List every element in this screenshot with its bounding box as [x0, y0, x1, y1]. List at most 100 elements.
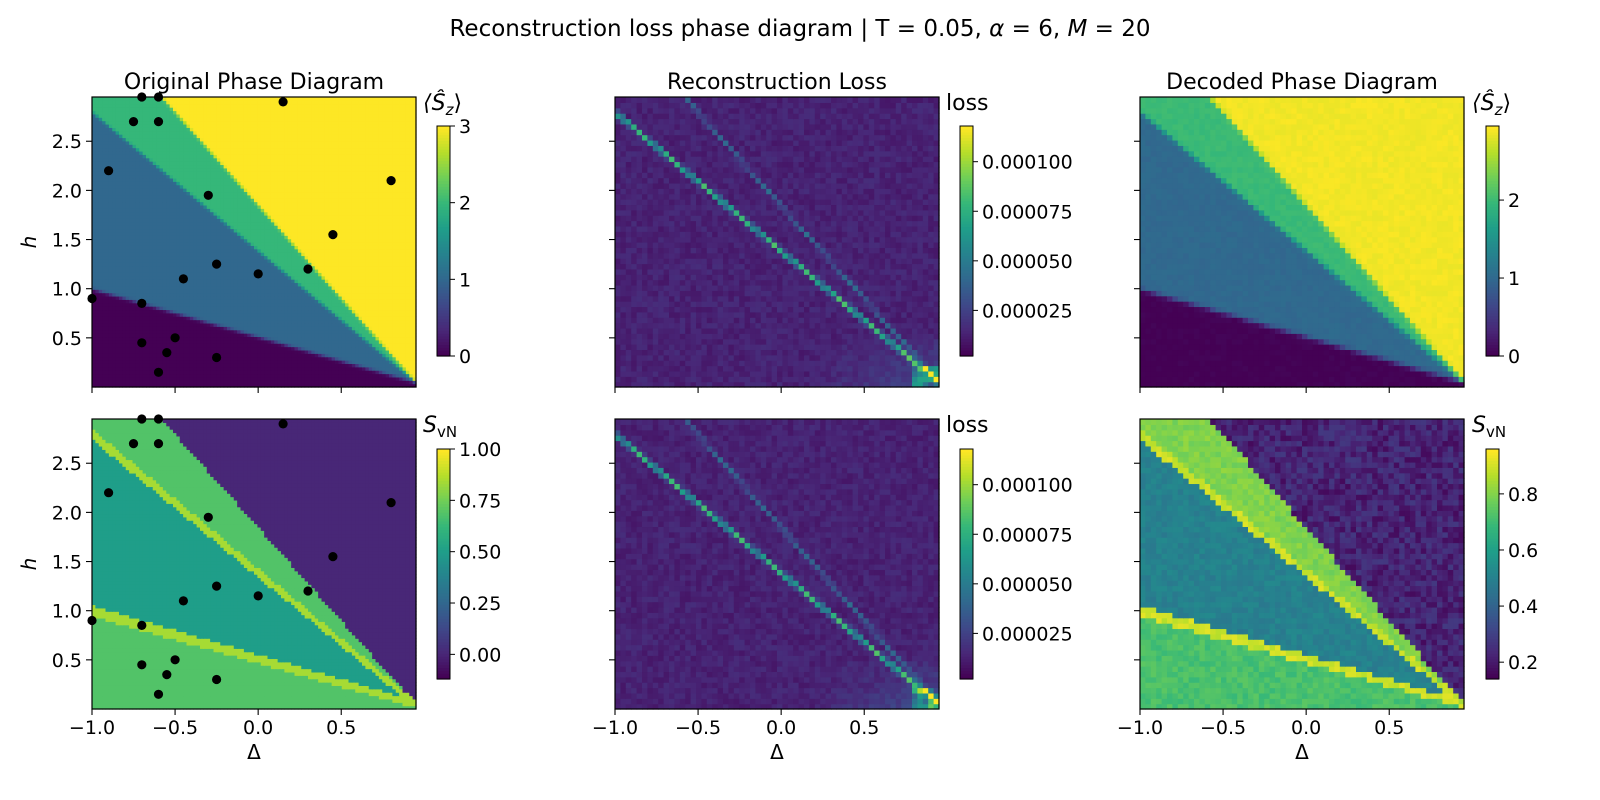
- heatmap-cell: [125, 326, 130, 331]
- heatmap-cell: [210, 360, 215, 364]
- heatmap-cell: [213, 370, 218, 375]
- heatmap-cell: [277, 353, 282, 358]
- heatmap-cell: [156, 329, 161, 334]
- heatmap-cell: [382, 360, 387, 364]
- heatmap-cell: [287, 333, 292, 338]
- heatmap-cell: [176, 306, 181, 311]
- heatmap-cell: [264, 339, 269, 344]
- heatmap-cell: [328, 366, 333, 371]
- heatmap-cell: [179, 295, 184, 300]
- heatmap-cell: [135, 336, 140, 341]
- heatmap-cell: [220, 295, 225, 300]
- heatmap-cell: [92, 356, 96, 361]
- heatmap-cell: [230, 319, 235, 324]
- heatmap-cell: [176, 353, 181, 358]
- heatmap-cell: [351, 380, 356, 385]
- heatmap-cell: [156, 326, 161, 331]
- heatmap-cell: [210, 363, 215, 368]
- heatmap-cell: [395, 383, 400, 388]
- heatmap-cell: [385, 306, 390, 311]
- heatmap-cell: [166, 356, 171, 361]
- heatmap-cell: [399, 306, 404, 311]
- heatmap-cell: [200, 383, 204, 388]
- heatmap-cell: [267, 383, 272, 388]
- heatmap-cell: [186, 329, 191, 334]
- heatmap-cell: [365, 333, 370, 338]
- heatmap-cell: [183, 376, 188, 381]
- heatmap-cell: [281, 299, 285, 304]
- heatmap-cell: [105, 360, 110, 364]
- heatmap-cell: [260, 333, 265, 338]
- heatmap-cell: [213, 343, 218, 348]
- heatmap-cell: [335, 292, 339, 297]
- heatmap-cell: [314, 336, 319, 341]
- heatmap-cell: [351, 349, 356, 354]
- heatmap-cell: [216, 309, 221, 314]
- heatmap-cell: [125, 356, 130, 361]
- heatmap-cell: [173, 309, 177, 314]
- heatmap-cell: [233, 346, 238, 351]
- heatmap-cell: [243, 319, 248, 324]
- heatmap-cell: [402, 302, 407, 307]
- heatmap-cell: [159, 380, 164, 385]
- heatmap-cell: [102, 292, 107, 297]
- heatmap-cell: [277, 349, 282, 354]
- heatmap-cell: [301, 370, 306, 375]
- heatmap-cell: [156, 336, 161, 341]
- heatmap-cell: [216, 333, 221, 338]
- heatmap-cell: [243, 326, 248, 331]
- heatmap-cell: [152, 339, 157, 344]
- heatmap-cell: [402, 316, 407, 321]
- heatmap-cell: [146, 376, 150, 381]
- heatmap-cell: [176, 319, 181, 324]
- heatmap-cell: [395, 295, 400, 300]
- heatmap-cell: [227, 295, 231, 300]
- heatmap-cell: [277, 370, 282, 375]
- heatmap-cell: [324, 339, 329, 344]
- heatmap-cell: [277, 366, 282, 371]
- heatmap-cell: [183, 383, 188, 388]
- heatmap-cell: [284, 366, 289, 371]
- heatmap-cell: [220, 316, 225, 321]
- heatmap-cell: [297, 292, 302, 297]
- heatmap-cell: [331, 360, 336, 364]
- heatmap-cell: [318, 380, 323, 385]
- heatmap-cell: [233, 336, 238, 341]
- heatmap-cell: [132, 360, 137, 364]
- heatmap-cell: [227, 346, 231, 351]
- heatmap-cell: [162, 312, 167, 317]
- heatmap-cell: [152, 383, 157, 388]
- heatmap-cell: [308, 306, 312, 311]
- heatmap-cell: [146, 383, 150, 388]
- heatmap-cell: [257, 312, 262, 317]
- heatmap-cell: [311, 343, 316, 348]
- heatmap-cell: [270, 299, 275, 304]
- heatmap-cell: [173, 319, 177, 324]
- heatmap-cell: [227, 360, 231, 364]
- heatmap-cell: [324, 353, 329, 358]
- heatmap-cell: [362, 333, 366, 338]
- heatmap-cell: [193, 336, 198, 341]
- heatmap-cell: [314, 322, 319, 327]
- heatmap-cell: [129, 376, 134, 381]
- heatmap-cell: [281, 343, 285, 348]
- heatmap-cell: [119, 319, 123, 324]
- heatmap-cell: [240, 360, 245, 364]
- heatmap-cell: [220, 299, 225, 304]
- heatmap-cell: [378, 329, 383, 334]
- heatmap-cell: [173, 366, 177, 371]
- heatmap-cell: [331, 322, 336, 327]
- heatmap-cell: [341, 339, 346, 344]
- heatmap-cell: [230, 356, 235, 361]
- heatmap-cell: [277, 343, 282, 348]
- heatmap-cell: [341, 316, 346, 321]
- heatmap-cell: [95, 366, 100, 371]
- heatmap-cell: [372, 306, 377, 311]
- heatmap-cell: [328, 363, 333, 368]
- heatmap-cell: [281, 319, 285, 324]
- heatmap-cell: [355, 353, 360, 358]
- heatmap-cell: [402, 319, 407, 324]
- heatmap-cell: [264, 295, 269, 300]
- heatmap-cell: [250, 356, 255, 361]
- heatmap-cell: [321, 292, 326, 297]
